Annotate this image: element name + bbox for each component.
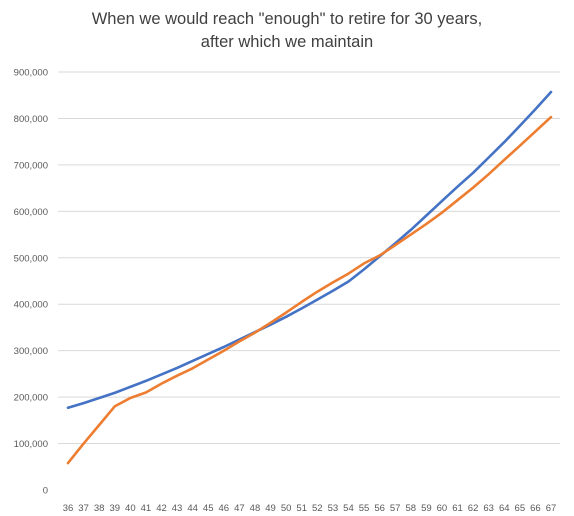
y-tick-label: 400,000 bbox=[14, 300, 48, 311]
y-tick-label: 100,000 bbox=[14, 439, 48, 450]
x-tick-label: 52 bbox=[312, 503, 323, 514]
x-tick-label: 61 bbox=[452, 503, 463, 514]
series-line-2 bbox=[66, 115, 553, 465]
x-tick-label: 66 bbox=[530, 503, 541, 514]
y-tick-label: 300,000 bbox=[14, 346, 48, 357]
x-tick-label: 49 bbox=[265, 503, 276, 514]
x-tick-label: 57 bbox=[390, 503, 401, 514]
series-line-1 bbox=[66, 90, 553, 410]
y-tick-label: 600,000 bbox=[14, 207, 48, 218]
x-tick-label: 64 bbox=[499, 503, 510, 514]
chart-title-line-2: after which we maintain bbox=[200, 33, 374, 51]
x-tick-label: 59 bbox=[421, 503, 432, 514]
x-tick-label: 44 bbox=[187, 503, 198, 514]
y-axis-tick-labels: 0 100,000 200,000 300,000 400,000 500,000 600,… bbox=[14, 68, 48, 497]
x-tick-label: 53 bbox=[328, 503, 339, 514]
y-tick-label: 700,000 bbox=[14, 160, 48, 171]
x-tick-label: 60 bbox=[437, 503, 448, 514]
x-tick-label: 40 bbox=[125, 503, 136, 514]
x-tick-label: 50 bbox=[281, 503, 292, 514]
x-tick-label: 65 bbox=[515, 503, 526, 514]
x-tick-label: 54 bbox=[343, 503, 354, 514]
x-tick-label: 37 bbox=[78, 503, 89, 514]
x-tick-label: 38 bbox=[94, 503, 105, 514]
x-tick-label: 45 bbox=[203, 503, 214, 514]
x-tick-label: 55 bbox=[359, 503, 370, 514]
y-tick-label: 800,000 bbox=[14, 114, 48, 125]
gridlines bbox=[58, 71, 560, 445]
y-tick-label: 200,000 bbox=[14, 393, 48, 404]
y-tick-label: 0 bbox=[43, 486, 48, 497]
x-tick-label: 42 bbox=[156, 503, 167, 514]
x-tick-label: 58 bbox=[405, 503, 416, 514]
chart-title-line-1: When we would reach "enough" to retire f… bbox=[91, 10, 483, 28]
x-tick-label: 39 bbox=[109, 503, 120, 514]
y-tick-label: 900,000 bbox=[14, 68, 48, 79]
x-tick-label: 47 bbox=[234, 503, 245, 514]
x-axis-tick-labels: 36 37 38 39 40 41 42 43 44 45 46 47 48 49 50 51 52 53 54 55… bbox=[63, 503, 557, 514]
y-tick-label: 500,000 bbox=[14, 253, 48, 264]
x-tick-label: 43 bbox=[172, 503, 183, 514]
x-tick-label: 46 bbox=[219, 503, 230, 514]
x-tick-label: 51 bbox=[296, 503, 307, 514]
x-tick-label: 67 bbox=[546, 503, 557, 514]
x-tick-label: 36 bbox=[63, 503, 74, 514]
series-lines bbox=[66, 90, 553, 465]
x-tick-label: 63 bbox=[483, 503, 494, 514]
x-tick-label: 48 bbox=[250, 503, 261, 514]
x-tick-label: 62 bbox=[468, 503, 479, 514]
x-tick-label: 56 bbox=[374, 503, 385, 514]
x-tick-label: 41 bbox=[141, 503, 152, 514]
